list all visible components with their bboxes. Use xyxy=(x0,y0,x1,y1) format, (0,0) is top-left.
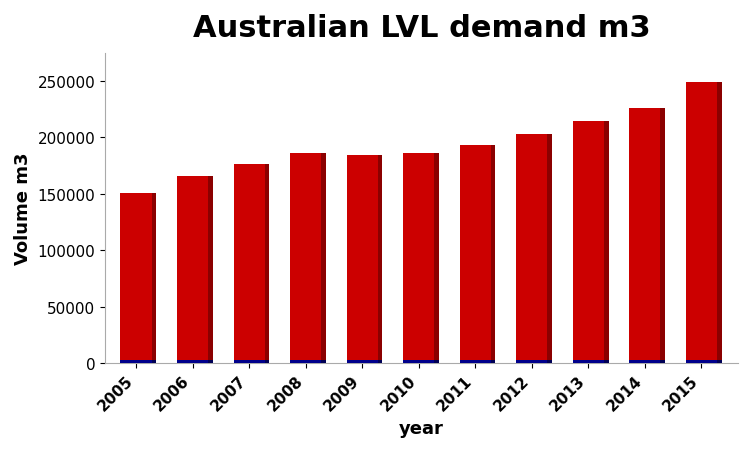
Polygon shape xyxy=(717,360,722,363)
Polygon shape xyxy=(516,134,547,360)
Polygon shape xyxy=(660,360,665,363)
Polygon shape xyxy=(234,360,265,363)
Polygon shape xyxy=(347,360,378,363)
Polygon shape xyxy=(378,360,382,363)
Polygon shape xyxy=(491,360,496,363)
Polygon shape xyxy=(120,193,152,360)
Polygon shape xyxy=(403,154,434,360)
Polygon shape xyxy=(686,83,717,360)
Polygon shape xyxy=(629,360,660,363)
Polygon shape xyxy=(660,109,665,360)
Polygon shape xyxy=(516,360,547,363)
Polygon shape xyxy=(491,146,496,360)
Polygon shape xyxy=(604,360,608,363)
Polygon shape xyxy=(290,154,321,360)
Polygon shape xyxy=(717,83,722,360)
Polygon shape xyxy=(573,360,604,363)
Polygon shape xyxy=(321,154,326,360)
Polygon shape xyxy=(120,360,152,363)
Polygon shape xyxy=(265,165,269,360)
Polygon shape xyxy=(234,165,265,360)
Polygon shape xyxy=(547,360,552,363)
Polygon shape xyxy=(403,360,434,363)
Polygon shape xyxy=(686,360,717,363)
Polygon shape xyxy=(265,360,269,363)
Polygon shape xyxy=(208,360,213,363)
Polygon shape xyxy=(629,109,660,360)
Polygon shape xyxy=(378,156,382,360)
Polygon shape xyxy=(573,122,604,360)
Polygon shape xyxy=(434,360,439,363)
Polygon shape xyxy=(152,360,156,363)
Polygon shape xyxy=(177,360,208,363)
Polygon shape xyxy=(152,193,156,360)
Polygon shape xyxy=(459,360,491,363)
Y-axis label: Volume m3: Volume m3 xyxy=(14,152,32,264)
Polygon shape xyxy=(321,360,326,363)
Polygon shape xyxy=(604,122,608,360)
Polygon shape xyxy=(177,176,208,360)
Polygon shape xyxy=(459,146,491,360)
X-axis label: year: year xyxy=(399,419,444,437)
Polygon shape xyxy=(347,156,378,360)
Polygon shape xyxy=(547,134,552,360)
Polygon shape xyxy=(208,176,213,360)
Polygon shape xyxy=(290,360,321,363)
Polygon shape xyxy=(434,154,439,360)
Title: Australian LVL demand m3: Australian LVL demand m3 xyxy=(193,14,650,43)
